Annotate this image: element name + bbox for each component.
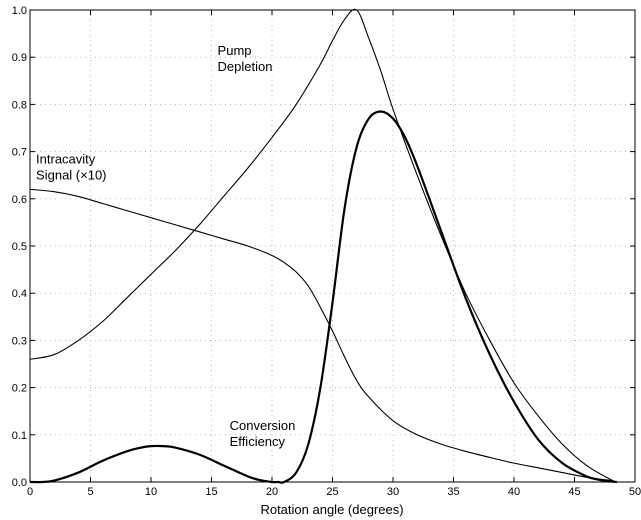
gridlines [30,10,635,482]
series-annotations: Pump Depletion Intracavity Signal (×10) Conv… [36,43,295,449]
series-line-pump-depletion [29,8,618,483]
y-tick-label: 0.7 [12,147,27,159]
y-tick-label: 0.1 [12,430,27,442]
series-line-conversion-efficiency [29,110,617,484]
x-tick-label: 30 [387,486,399,498]
y-axis-ticks: 0.0 0.1 0.2 0.3 0.4 0.5 0.6 0.7 0.8 0.9 1.0 [12,5,635,489]
x-axis-ticks: 0 5 10 15 20 25 30 35 40 45 50 [27,10,641,498]
x-tick-label: 40 [508,486,520,498]
series-annotation: Pump Depletion [218,43,273,74]
y-tick-label: 1.0 [12,5,27,17]
y-tick-label: 0.5 [12,241,27,253]
x-tick-label: 5 [87,486,93,498]
x-tick-label: 45 [568,486,580,498]
x-tick-label: 50 [629,486,641,498]
y-tick-label: 0.4 [12,288,27,300]
y-tick-label: 0.2 [12,383,27,395]
y-tick-label: 0.9 [12,52,27,64]
y-tick-label: 0.0 [12,477,27,489]
y-tick-label: 0.3 [12,335,27,347]
series-annotation: Conversion Efficiency [230,418,296,449]
x-tick-label: 10 [145,486,157,498]
y-tick-label: 0.8 [12,99,27,111]
series-annotation: Intracavity Signal (×10) [36,151,106,182]
x-tick-label: 35 [447,486,459,498]
series-lines [29,8,618,484]
x-tick-label: 0 [27,486,33,498]
x-tick-label: 25 [326,486,338,498]
series-line-intracavity-signal-10 [29,188,617,483]
y-tick-label: 0.6 [12,194,27,206]
x-axis-title: Rotation angle (degrees) [260,502,403,517]
x-tick-label: 15 [205,486,217,498]
x-tick-label: 20 [266,486,278,498]
